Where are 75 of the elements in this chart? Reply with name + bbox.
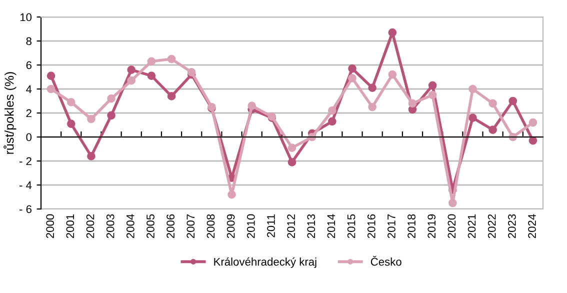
point <box>428 81 437 90</box>
point <box>167 92 176 100</box>
x-tick-label: 2015 <box>347 214 356 238</box>
point <box>528 118 538 127</box>
point <box>66 98 76 106</box>
point <box>348 64 356 73</box>
point <box>508 96 518 106</box>
legend-label: Česko <box>370 256 402 266</box>
x-tick-label: 2023 <box>508 214 516 238</box>
point <box>488 99 497 108</box>
y-tick-label: 6 <box>26 61 32 70</box>
y-tick-label: 4 <box>26 85 32 94</box>
point <box>348 74 356 82</box>
point <box>448 198 457 208</box>
point <box>66 120 76 128</box>
y-tick-label: - 4 <box>20 181 32 190</box>
point <box>46 84 56 94</box>
point <box>388 70 397 79</box>
x-tick-label: 2011 <box>267 214 275 238</box>
x-tick-label: 2021 <box>468 214 476 238</box>
x-tick-label: 2017 <box>388 214 396 238</box>
point <box>368 84 376 92</box>
point <box>107 94 116 103</box>
point <box>187 68 196 76</box>
y-tick-label: 0 <box>26 133 32 142</box>
x-tick-label: 2002 <box>86 214 94 238</box>
x-tick-label: 2010 <box>246 214 255 238</box>
point <box>107 111 116 120</box>
point <box>328 106 336 115</box>
point <box>408 99 417 108</box>
x-tick-label: 2020 <box>448 214 456 238</box>
point <box>488 126 497 134</box>
point <box>127 76 136 85</box>
y-tick-label: 2 <box>26 109 32 118</box>
point <box>368 102 376 112</box>
x-tick-label: 2005 <box>146 214 154 238</box>
x-tick-label: 2008 <box>206 214 215 238</box>
x-tick-label: 2000 <box>46 214 54 238</box>
x-tick-label: 2014 <box>327 214 336 238</box>
point <box>228 190 236 199</box>
x-tick-label: 2024 <box>528 214 536 238</box>
x-tick-label: 2012 <box>287 214 295 238</box>
point <box>147 57 156 66</box>
y-tick-label: 8 <box>26 37 32 46</box>
y-tick-label: - 2 <box>20 157 32 166</box>
x-tick-label: 2007 <box>186 214 195 238</box>
y-tick-label: - 6 <box>20 205 32 214</box>
point <box>248 102 256 110</box>
x-tick-label: 2018 <box>408 214 416 238</box>
point <box>167 54 176 64</box>
x-tick-label: 2009 <box>226 214 235 238</box>
point <box>468 84 477 94</box>
point <box>328 117 336 126</box>
point <box>528 136 538 145</box>
x-tick-label: 2016 <box>367 214 376 238</box>
point <box>288 158 296 166</box>
x-tick-label: 2001 <box>66 214 74 238</box>
y-tick-label: 10 <box>20 13 32 22</box>
x-tick-label: 2013 <box>307 214 316 238</box>
point <box>468 114 477 122</box>
point <box>388 28 397 37</box>
point <box>288 144 296 152</box>
point <box>46 72 56 80</box>
point <box>147 72 156 80</box>
point <box>127 66 136 74</box>
point <box>428 90 437 100</box>
x-tick-label: 2022 <box>488 214 496 238</box>
point <box>87 114 96 124</box>
x-tick-label: 2004 <box>126 214 134 238</box>
legend-label: Královéhradecký kraj <box>214 257 316 268</box>
x-tick-label: 2003 <box>106 214 114 238</box>
x-tick-label: 2006 <box>166 214 175 238</box>
x-tick-label: 2019 <box>428 214 436 238</box>
point <box>87 152 96 160</box>
y-axis-title: růst/pokles (%) <box>4 72 16 154</box>
